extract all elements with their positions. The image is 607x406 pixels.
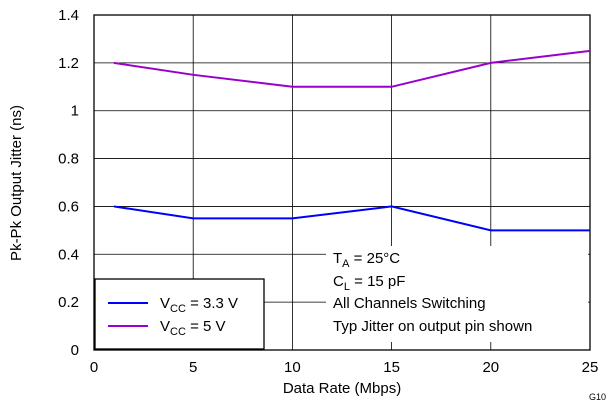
x-tick-label: 20 [482,359,499,376]
y-tick-label: 0 [71,342,79,359]
x-axis-title: Data Rate (Mbps) [283,380,401,397]
tick-labels: 0 5 10 15 20 25 0 0.2 0.4 0.6 0.8 1 1.2 1.4 [58,7,598,376]
y-tick-label: 0.4 [58,246,79,263]
legend-box [94,278,265,350]
y-tick-label: 0.2 [58,294,79,311]
legend-label-vcc-5v: VCC = 5 V [160,318,226,338]
series-group [113,49,591,232]
x-tick-label: 15 [383,359,400,376]
y-tick-label: 0.6 [58,198,79,215]
y-tick-label: 1.2 [58,55,79,72]
annotation-jitter-note: Typ Jitter on output pin shown [333,318,532,335]
y-tick-label: 1 [71,103,79,120]
x-tick-label: 5 [189,359,197,376]
y-axis-title: Pk-Pk Output Jitter (ns) [8,105,25,261]
series-line-vcc-3v3 [113,205,590,232]
annotation-temperature: TA = 25°C [333,250,400,270]
annotation-background [326,246,588,342]
x-tick-label: 0 [90,359,98,376]
series-line-vcc-5v [113,49,591,88]
figure-id: G10 [589,392,606,402]
y-tick-label: 1.4 [58,7,79,24]
plot-frame [93,14,591,351]
annotation-channels: All Channels Switching [333,295,486,312]
legend-label-vcc-3v3: VCC = 3.3 V [160,295,238,315]
x-tick-label: 25 [582,359,599,376]
annotation-load-capacitance: CL = 15 pF [333,273,405,293]
y-tick-label: 0.8 [58,151,79,168]
x-tick-label: 10 [284,359,301,376]
